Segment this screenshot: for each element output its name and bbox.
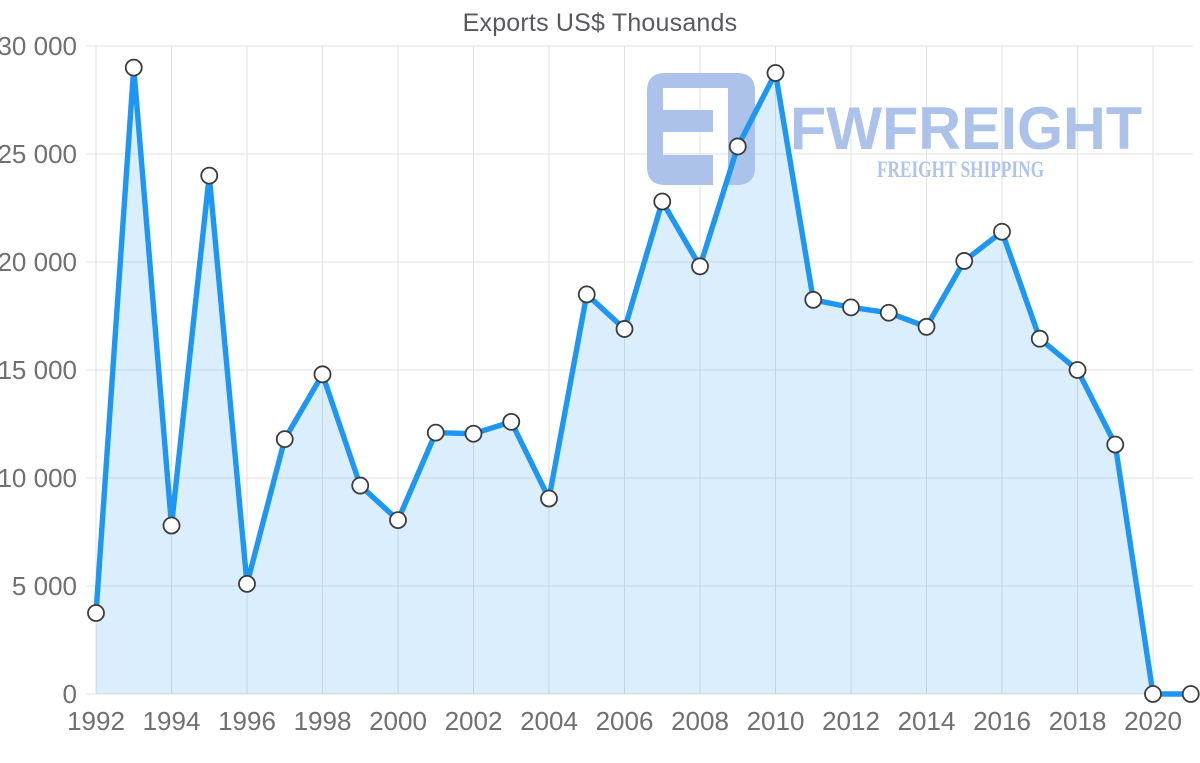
data-point-marker — [313, 365, 332, 384]
data-point-marker — [615, 320, 634, 338]
data-point-marker — [238, 574, 256, 593]
y-tick-label: 0 — [63, 679, 77, 709]
data-point-markers — [87, 58, 1200, 703]
data-point-marker — [87, 604, 105, 622]
y-tick-label: 25 000 — [0, 139, 77, 169]
data-point-marker — [389, 511, 407, 530]
y-tick-label: 5 000 — [12, 571, 77, 601]
data-point-marker — [1106, 435, 1125, 454]
data-point-marker — [691, 257, 709, 276]
data-point-marker — [577, 285, 596, 304]
x-tick-label: 2018 — [1049, 706, 1107, 736]
y-axis-tick-labels: 0 5 000 10 000 15 000 20 000 25 000 30 000 — [0, 31, 77, 709]
x-tick-label: 1996 — [218, 706, 276, 736]
x-tick-label: 2006 — [596, 706, 654, 736]
x-tick-label: 1992 — [67, 706, 125, 736]
y-tick-label: 15 000 — [0, 355, 77, 385]
data-point-marker — [1144, 685, 1162, 703]
data-point-marker — [540, 489, 558, 508]
data-point-marker — [917, 317, 936, 336]
data-point-marker — [502, 412, 521, 431]
data-point-marker — [955, 252, 974, 270]
series-area-fill — [96, 67, 1191, 695]
watermark-brand-text: FWFREIGHT — [790, 95, 1142, 162]
data-point-marker — [1181, 685, 1200, 703]
y-tick-label: 10 000 — [0, 463, 77, 493]
chart-title: Exports US$ Thousands — [462, 9, 738, 37]
series-line — [93, 64, 1194, 697]
x-tick-label: 2008 — [671, 706, 729, 736]
data-point-marker — [162, 516, 181, 535]
data-point-marker — [351, 476, 370, 495]
x-tick-label: 1998 — [294, 706, 352, 736]
data-point-marker — [842, 298, 860, 317]
data-point-marker — [275, 430, 294, 449]
data-point-marker — [728, 137, 747, 156]
data-point-marker — [766, 64, 785, 82]
data-point-marker — [993, 222, 1011, 241]
x-tick-label: 2020 — [1124, 706, 1182, 736]
data-point-marker — [1068, 361, 1087, 379]
x-tick-label: 2004 — [520, 706, 578, 736]
x-tick-label: 2016 — [973, 706, 1031, 736]
data-point-marker — [200, 166, 219, 185]
watermark-tagline-text: FREIGHT SHIPPING — [877, 157, 1044, 182]
data-point-marker — [879, 303, 898, 322]
x-tick-label: 2000 — [369, 706, 427, 736]
x-tick-label: 2014 — [898, 706, 956, 736]
fwfreight-watermark: FWFREIGHT FREIGHT SHIPPING — [647, 73, 1142, 185]
x-tick-label: 1994 — [143, 706, 201, 736]
data-point-marker — [653, 192, 672, 211]
data-point-marker — [804, 290, 823, 309]
x-tick-label: 2010 — [747, 706, 805, 736]
data-point-marker — [426, 423, 445, 442]
data-point-marker — [1030, 329, 1049, 348]
y-tick-label: 20 000 — [0, 247, 77, 277]
fwfreight-logo-icon — [647, 73, 755, 185]
x-tick-label: 2002 — [445, 706, 503, 736]
x-axis-tick-labels: 1992 1994 1996 1998 2000 2002 2004 2006 2008 2010… — [67, 706, 1182, 736]
data-point-marker — [124, 58, 143, 77]
data-point-marker — [464, 424, 483, 443]
y-tick-label: 30 000 — [0, 31, 77, 61]
x-tick-label: 2012 — [822, 706, 880, 736]
